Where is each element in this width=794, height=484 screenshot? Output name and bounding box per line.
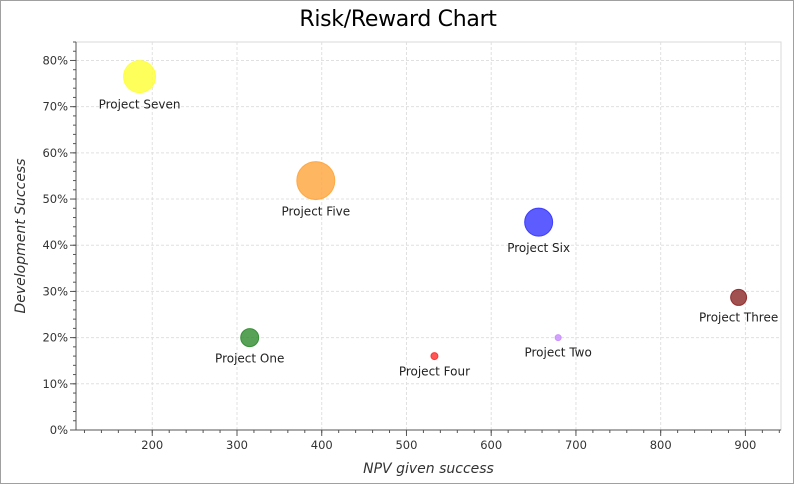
y-tick-label: 60% [42,146,68,160]
x-axis-title: NPV given success [363,461,494,477]
chart-title: Risk/Reward Chart [299,7,497,32]
bubble-point[interactable] [430,352,439,361]
x-tick-label: 800 [650,438,672,452]
bubble-point[interactable] [524,207,554,237]
bubble-point[interactable] [123,60,157,94]
bubble-label: Project Two [524,346,591,360]
y-tick-label: 40% [42,238,68,252]
bubble-label: Project One [215,352,284,366]
bubble-label: Project Seven [99,98,181,112]
x-tick-label: 200 [141,438,163,452]
y-tick-label: 20% [42,331,68,345]
y-tick-label: 80% [42,53,68,67]
x-tick-label: 600 [480,438,502,452]
y-tick-label: 10% [42,377,68,391]
x-tick-label: 700 [565,438,587,452]
y-tick-label: 30% [42,284,68,298]
x-tick-label: 400 [311,438,333,452]
bubble-point[interactable] [240,328,260,348]
y-tick-label: 0% [50,423,68,437]
bubble-point[interactable] [554,334,562,342]
bubble-label: Project Four [399,365,470,379]
bubble-label: Project Three [699,310,778,324]
x-tick-label: 900 [734,438,756,452]
bubble-label: Project Six [507,241,570,255]
y-tick-label: 70% [42,100,68,114]
y-tick-label: 50% [42,192,68,206]
x-tick-label: 500 [395,438,417,452]
y-axis-title: Development Success [13,158,29,313]
bubble-point[interactable] [730,288,748,306]
bubble-label: Project Five [281,205,350,219]
x-tick-label: 300 [226,438,248,452]
bubble-point[interactable] [296,161,336,201]
